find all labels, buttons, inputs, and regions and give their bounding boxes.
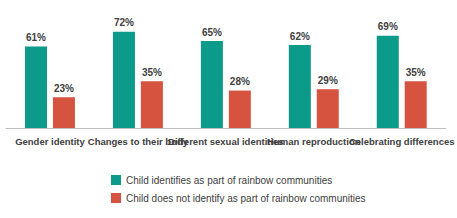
svg-text:72%: 72% — [114, 17, 134, 28]
svg-text:29%: 29% — [318, 75, 338, 86]
svg-text:62%: 62% — [290, 31, 310, 42]
svg-text:69%: 69% — [378, 21, 398, 32]
svg-text:Child does not identify as par: Child does not identify as part of rainb… — [126, 193, 366, 204]
svg-text:Changes to their body: Changes to their body — [87, 135, 189, 147]
svg-text:65%: 65% — [202, 27, 222, 38]
svg-text:23%: 23% — [54, 83, 74, 94]
svg-text:Child identifies as part of ra: Child identifies as part of rainbow comm… — [126, 175, 332, 186]
svg-text:35%: 35% — [406, 67, 426, 78]
svg-text:35%: 35% — [142, 67, 162, 78]
svg-text:Different sexual identities: Different sexual identities — [168, 135, 284, 147]
svg-text:28%: 28% — [230, 76, 250, 87]
svg-text:Human reproduction: Human reproduction — [267, 136, 361, 147]
svg-text:Gender identity: Gender identity — [15, 136, 85, 147]
svg-text:61%: 61% — [26, 32, 46, 43]
svg-text:Celebrating differences: Celebrating differences — [349, 136, 455, 147]
